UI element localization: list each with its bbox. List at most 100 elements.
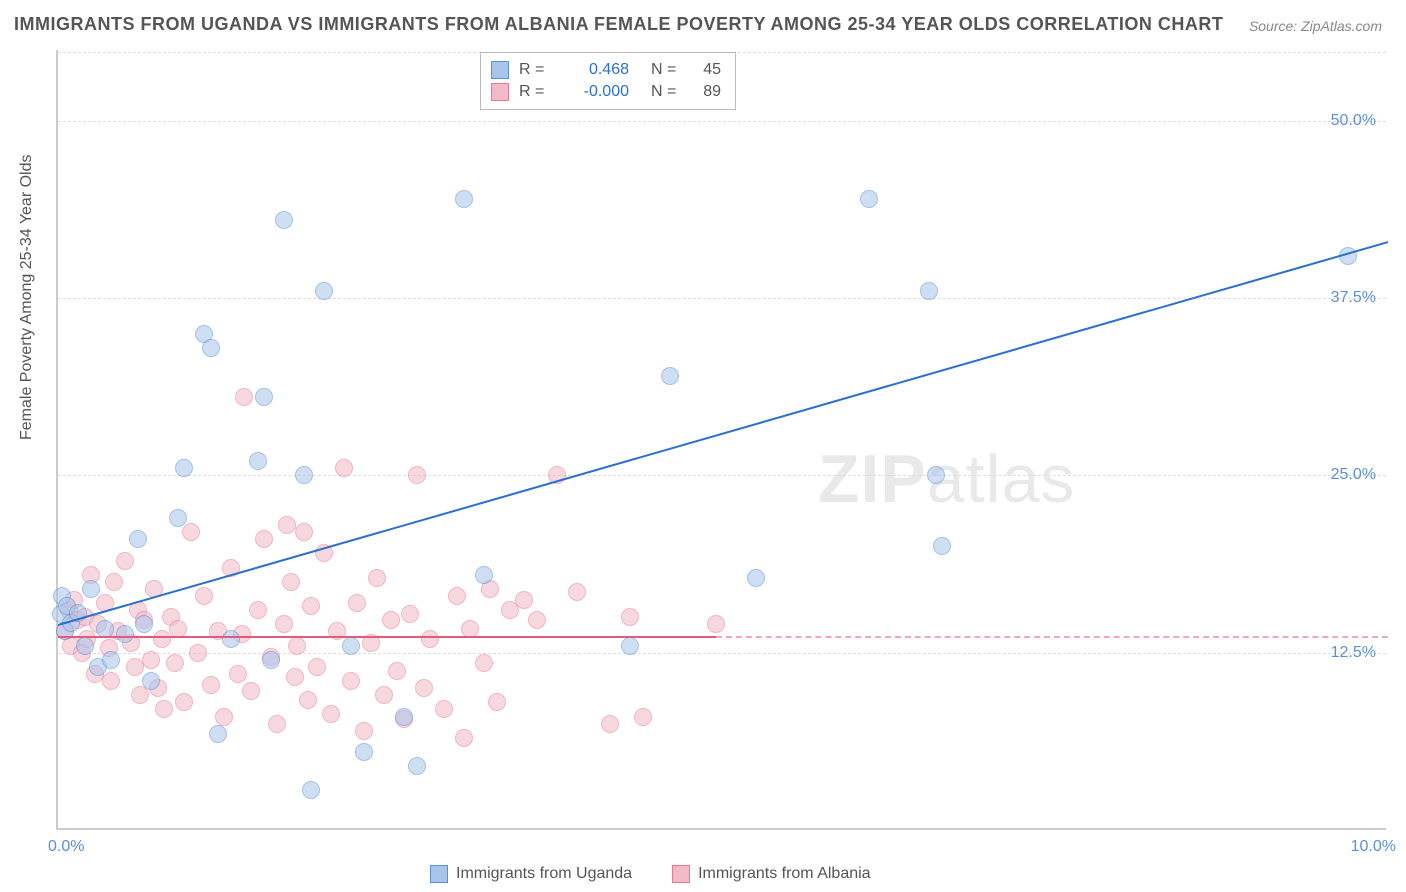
source-credit: Source: ZipAtlas.com	[1249, 18, 1382, 34]
legend-swatch	[672, 865, 690, 883]
data-point	[621, 608, 639, 626]
y-tick-label: 12.5%	[1331, 644, 1376, 662]
data-point	[408, 466, 426, 484]
data-point	[707, 615, 725, 633]
data-point	[102, 672, 120, 690]
legend-swatch	[491, 83, 509, 101]
data-point	[515, 591, 533, 609]
n-label: N =	[651, 83, 681, 101]
data-point	[295, 523, 313, 541]
n-value: 89	[691, 83, 721, 101]
data-point	[322, 705, 340, 723]
data-point	[661, 367, 679, 385]
data-point	[382, 611, 400, 629]
data-point	[355, 722, 373, 740]
legend-item: Immigrants from Uganda	[430, 865, 632, 883]
data-point	[182, 523, 200, 541]
y-axis-label: Female Poverty Among 25-34 Year Olds	[18, 155, 36, 441]
data-point	[475, 654, 493, 672]
trend-line	[58, 241, 1389, 626]
data-point	[235, 388, 253, 406]
gridline	[58, 475, 1386, 476]
series-legend: Immigrants from Uganda Immigrants from Al…	[430, 865, 871, 883]
data-point	[175, 459, 193, 477]
data-point	[315, 282, 333, 300]
data-point	[105, 573, 123, 591]
data-point	[242, 682, 260, 700]
data-point	[278, 516, 296, 534]
plot-area: ZIPatlas 0.0% 10.0% 12.5%25.0%37.5%50.0%	[56, 50, 1386, 830]
data-point	[189, 644, 207, 662]
data-point	[401, 605, 419, 623]
data-point	[255, 388, 273, 406]
data-point	[175, 693, 193, 711]
data-point	[209, 725, 227, 743]
data-point	[475, 566, 493, 584]
y-tick-label: 25.0%	[1331, 466, 1376, 484]
data-point	[528, 611, 546, 629]
data-point	[169, 509, 187, 527]
data-point	[455, 190, 473, 208]
data-point	[129, 530, 147, 548]
legend-label: Immigrants from Uganda	[456, 865, 632, 883]
legend-item: Immigrants from Albania	[672, 865, 871, 883]
data-point	[142, 651, 160, 669]
data-point	[229, 665, 247, 683]
data-point	[262, 651, 280, 669]
data-point	[286, 668, 304, 686]
data-point	[282, 573, 300, 591]
r-label: R =	[519, 61, 549, 79]
data-point	[215, 708, 233, 726]
data-point	[348, 594, 366, 612]
gridline	[58, 121, 1386, 122]
legend-row: R = -0.000 N = 89	[491, 81, 721, 103]
data-point	[195, 587, 213, 605]
data-point	[933, 537, 951, 555]
data-point	[116, 552, 134, 570]
data-point	[295, 466, 313, 484]
data-point	[455, 729, 473, 747]
data-point	[860, 190, 878, 208]
data-point	[920, 282, 938, 300]
data-point	[747, 569, 765, 587]
data-point	[488, 693, 506, 711]
data-point	[249, 452, 267, 470]
data-point	[299, 691, 317, 709]
data-point	[601, 715, 619, 733]
r-label: R =	[519, 83, 549, 101]
data-point	[448, 587, 466, 605]
data-point	[568, 583, 586, 601]
data-point	[153, 630, 171, 648]
data-point	[288, 637, 306, 655]
data-point	[328, 622, 346, 640]
data-point	[82, 580, 100, 598]
trend-line	[58, 636, 716, 638]
legend-swatch	[491, 61, 509, 79]
data-point	[388, 662, 406, 680]
data-point	[342, 672, 360, 690]
data-point	[408, 757, 426, 775]
data-point	[355, 743, 373, 761]
data-point	[302, 781, 320, 799]
data-point	[76, 637, 94, 655]
data-point	[308, 658, 326, 676]
data-point	[621, 637, 639, 655]
legend-label: Immigrants from Albania	[698, 865, 871, 883]
data-point	[335, 459, 353, 477]
x-tick-max: 10.0%	[1351, 838, 1396, 856]
watermark: ZIPatlas	[818, 440, 1075, 518]
r-value: -0.000	[559, 83, 629, 101]
data-point	[102, 651, 120, 669]
data-point	[275, 615, 293, 633]
data-point	[421, 630, 439, 648]
trend-line	[716, 636, 1388, 638]
data-point	[634, 708, 652, 726]
r-value: 0.468	[559, 61, 629, 79]
legend-row: R =0.468N =45	[491, 59, 721, 81]
data-point	[255, 530, 273, 548]
data-point	[116, 625, 134, 643]
legend-swatch	[430, 865, 448, 883]
data-point	[202, 676, 220, 694]
data-point	[435, 700, 453, 718]
y-tick-label: 37.5%	[1331, 289, 1376, 307]
